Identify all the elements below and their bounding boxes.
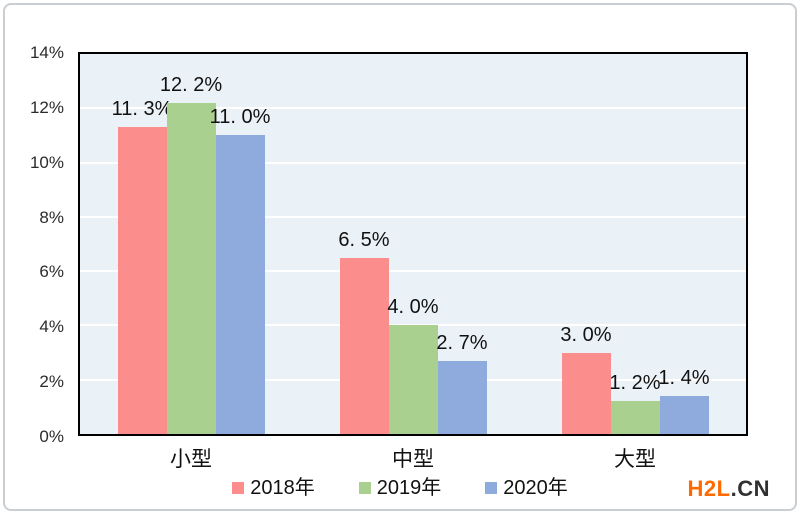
bar-value-label: 12. 2%	[159, 73, 223, 96]
legend-swatch	[358, 482, 371, 494]
bar-value-label: 11. 0%	[209, 106, 271, 129]
x-axis-category-label: 小型	[170, 448, 212, 471]
bar-value-label: 1. 2%	[609, 372, 661, 395]
bar	[166, 102, 216, 434]
bar	[388, 325, 438, 434]
y-axis-tick-labels: 0% 2% 4% 6% 8% 10% 12% 14%	[0, 44, 70, 445]
bar	[339, 257, 389, 434]
legend-item: 2018年	[232, 477, 315, 499]
gridline	[80, 215, 746, 218]
legend-label: 2018年	[250, 477, 315, 499]
gridline	[80, 270, 746, 273]
watermark-primary-text: H2L	[687, 476, 731, 501]
y-axis-tick-label: 12%	[29, 97, 64, 117]
y-axis-tick-label: 4%	[39, 317, 64, 337]
legend-item: 2019年	[358, 477, 442, 499]
bar	[117, 127, 167, 434]
bar	[437, 360, 487, 434]
outer-frame-border	[3, 3, 797, 511]
y-axis-tick-label: 10%	[29, 152, 64, 172]
bar-value-label: 4. 0%	[387, 296, 439, 319]
x-axis-category-labels: 小型 中型 大型	[80, 448, 746, 474]
bar-value-label: 1. 4%	[658, 367, 710, 389]
bar-value-label: 11. 3%	[111, 98, 173, 121]
watermark: H2L.CN	[688, 476, 770, 502]
x-axis-category-label: 中型	[392, 448, 434, 471]
legend-label: 2020年	[503, 477, 568, 499]
bar-value-label: 6. 5%	[338, 228, 390, 251]
y-axis-tick-label: 2%	[39, 372, 64, 392]
gridline	[80, 107, 746, 110]
plot-inner-layer: 11. 3% 6. 5% 3. 0% 12. 2% 4. 0% 1. 2% 11. 0% 2.…	[80, 54, 746, 434]
legend-swatch	[485, 482, 498, 494]
y-axis-tick-label: 6%	[39, 262, 64, 282]
bar	[215, 135, 265, 434]
bar	[610, 401, 660, 434]
legend-item: 2020年	[485, 477, 568, 499]
bar-value-label: 2. 7%	[436, 331, 488, 354]
y-axis-tick-label: 0%	[39, 427, 64, 446]
bar	[659, 396, 709, 434]
watermark-secondary-text: .CN	[730, 476, 770, 501]
plot-area: 11. 3% 6. 5% 3. 0% 12. 2% 4. 0% 1. 2% 11. 0% 2.…	[78, 52, 748, 436]
bar-value-label: 3. 0%	[560, 323, 612, 346]
chart-legend: 2018年 2019年 2020年	[0, 477, 800, 499]
y-axis-tick-label: 14%	[29, 43, 64, 62]
legend-label: 2019年	[376, 477, 442, 499]
x-axis-category-label: 大型	[614, 448, 656, 471]
legend-swatch	[232, 482, 245, 494]
gridline	[80, 161, 746, 164]
y-axis-tick-label: 8%	[39, 207, 64, 227]
bar	[561, 352, 611, 434]
